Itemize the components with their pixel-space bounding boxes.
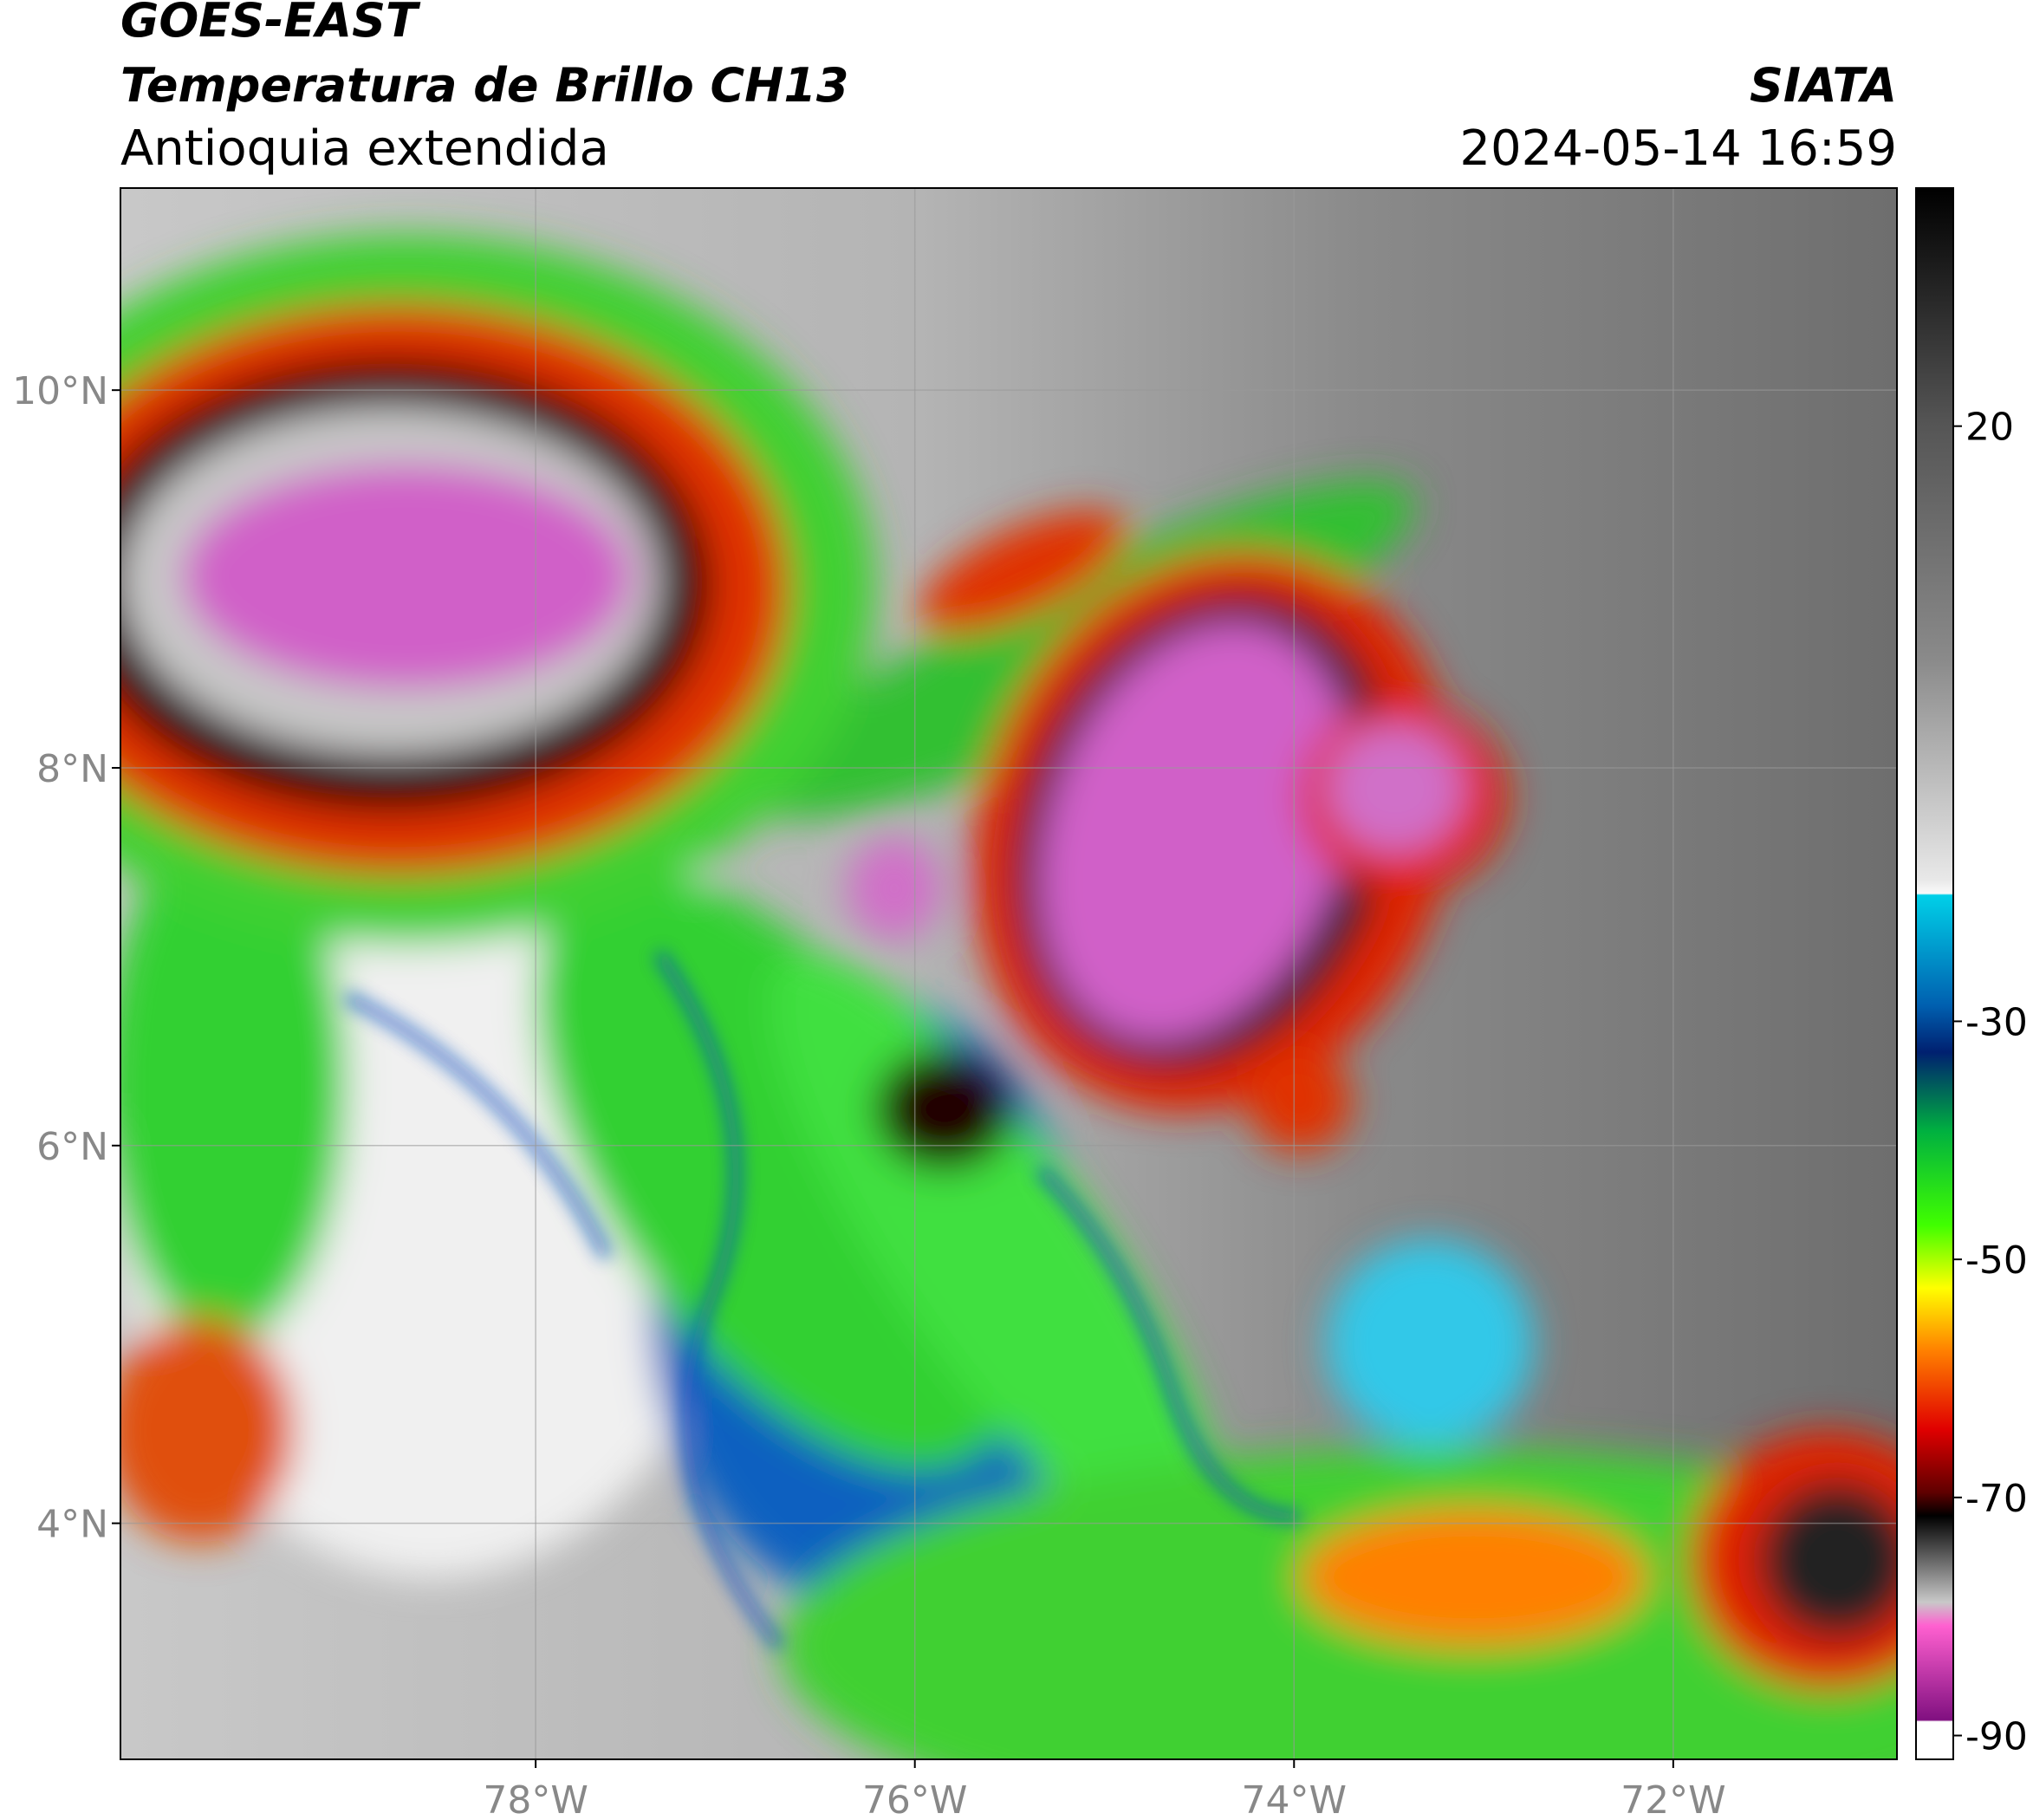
colorbar-tick-label: -90 [1965,1715,2028,1759]
y-tick-label: 4°N [36,1503,108,1547]
colorbar-tick-label: -50 [1965,1238,2028,1283]
graticule [120,188,1897,1759]
satellite-image [120,188,1897,1759]
colorbar-tick-label: -70 [1965,1477,2028,1521]
title: GOES-EAST [120,0,421,48]
source: SIATA [1750,58,1897,113]
y-tick-label: 6°N [36,1125,108,1169]
colorbar-tick-label: -30 [1965,1000,2028,1044]
colorbar-tick-label: 20 [1965,406,2014,450]
x-tick-label: 76°W [862,1778,968,1820]
region: Antioquia extendida [120,120,609,177]
y-tick-label: 10°N [12,369,108,413]
x-tick-label: 74°W [1242,1778,1348,1820]
subtitle: Temperatura de Brillo CH13 [120,58,849,113]
x-tick-label: 78°W [483,1778,588,1820]
colorbar [1915,187,1954,1760]
y-tick-label: 8°N [36,747,108,791]
datetime: 2024-05-14 16:59 [1459,120,1897,177]
x-tick-label: 72°W [1621,1778,1726,1820]
map-frame [120,187,1898,1760]
